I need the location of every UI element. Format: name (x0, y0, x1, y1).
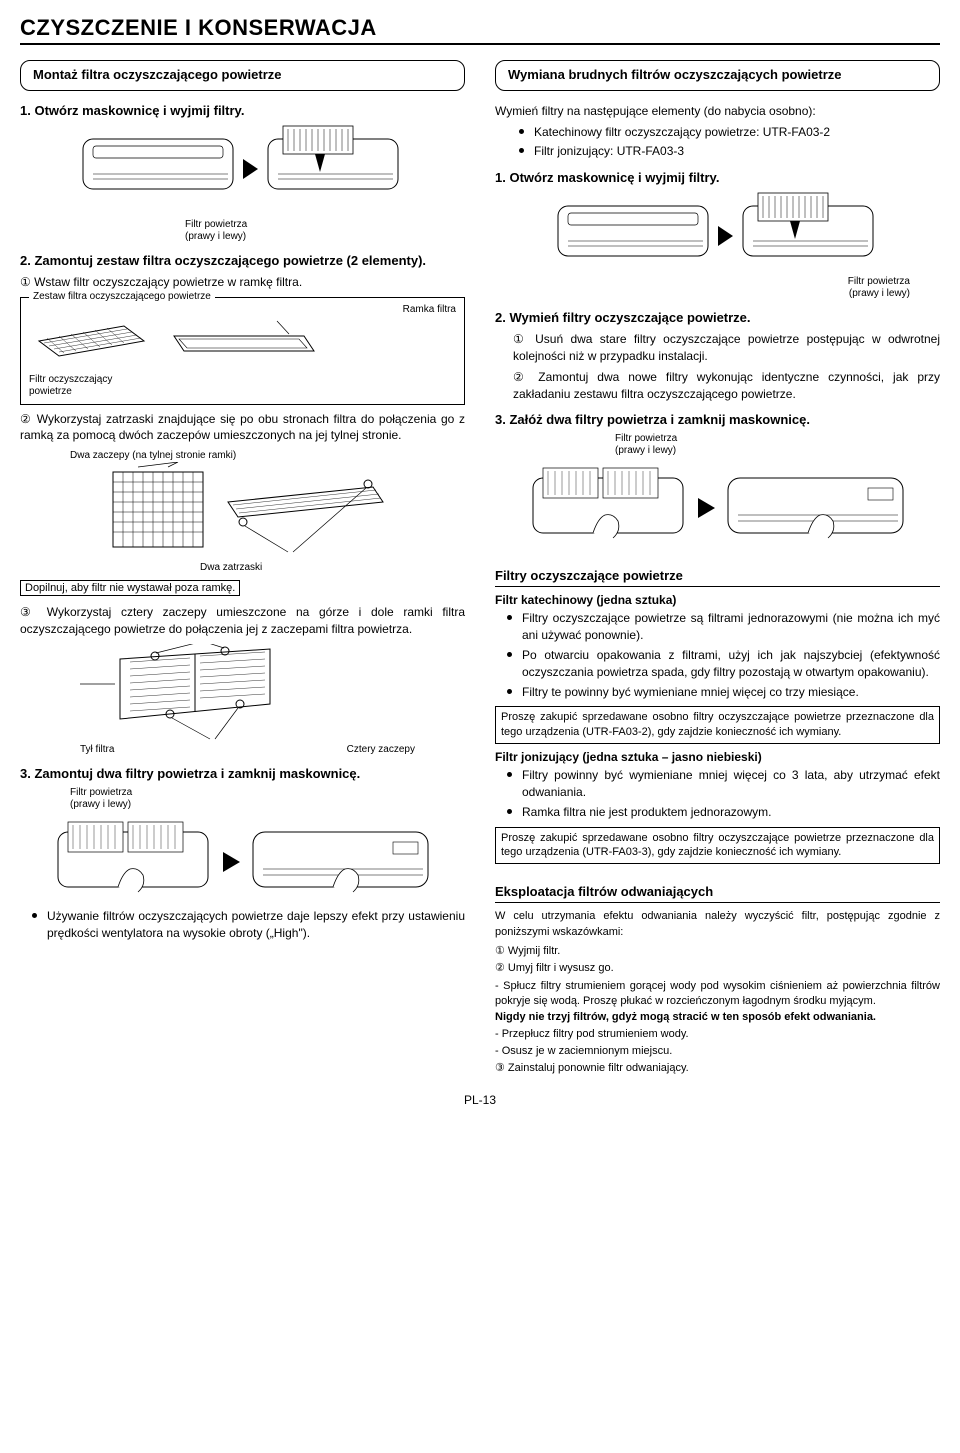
fig-left-install (20, 817, 465, 902)
fieldset-frame-label: Ramka filtra (29, 304, 456, 316)
left-step-2-1: ① Wstaw filtr oczyszczający powietrze w … (20, 274, 465, 291)
fig-left-1: Filtr powietrza (prawy i lewy) (20, 124, 465, 243)
section-box-left: Montaż filtra oczyszczającego powietrze (20, 60, 465, 91)
left-column: Montaż filtra oczyszczającego powietrze … (20, 60, 465, 1078)
s1-frame1: Proszę zakupić sprzedawane osobno filtry… (495, 706, 940, 744)
s2-2d: - Osusz je w zaciemnionym miejscu. (495, 1044, 940, 1059)
section-box-right: Wymiana brudnych filtrów oczyszczających… (495, 60, 940, 91)
fig-right-1: Filtr powietrza (prawy i lewy) (495, 191, 940, 300)
fig-back-label: Tył filtra (80, 744, 114, 756)
right-section1-title: Filtry oczyszczające powietrze (495, 562, 940, 587)
left-warn-box: Dopilnuj, aby filtr nie wystawał poza ra… (20, 580, 240, 596)
right-intro-b2: Filtr jonizujący: UTR-FA03-3 (534, 143, 940, 160)
s1-b4: Filtry powinny być wymieniane mniej więc… (522, 767, 940, 801)
fig-right-3-label: Filtr powietrza (prawy i lewy) (615, 433, 940, 457)
left-step-2: 2. Zamontuj zestaw filtra oczyszczająceg… (20, 253, 465, 268)
s2-2a: - Spłucz filtry strumieniem gorącej wody… (495, 979, 940, 1009)
fig-left-four-hooks: Tył filtra Cztery zaczepy (20, 644, 465, 756)
right-step-2: 2. Wymień filtry oczyszczające powietrze… (495, 310, 940, 325)
fig-hooks-bottom-label: Dwa zatrzaski (200, 562, 465, 574)
left-step-3: 3. Zamontuj dwa filtry powietrza i zamkn… (20, 766, 465, 781)
s1-b2: Po otwarciu opakowania z filtrami, użyj … (522, 647, 940, 681)
s1-b5: Ramka filtra nie jest produktem jednoraz… (522, 804, 940, 821)
right-step-1: 1. Otwórz maskownicę i wyjmij filtry. (495, 170, 940, 185)
left-final-bullet-text: Używanie filtrów oczyszczających powietr… (47, 908, 465, 942)
s1-sub1: Filtr katechinowy (jedna sztuka) (495, 593, 940, 607)
s2-1: ① Wyjmij filtr. (495, 944, 940, 959)
s1-b1: Filtry oczyszczające powietrze są filtra… (522, 610, 940, 644)
right-step-2-2: ② Zamontuj dwa nowe filtry wykonując ide… (513, 369, 940, 403)
s2-2: ② Umyj filtr i wysusz go. (495, 961, 940, 976)
fieldset-legend: Zestaw filtra oczyszczającego powietrze (29, 291, 215, 302)
s1-sub2: Filtr jonizujący (jedna sztuka – jasno n… (495, 750, 940, 764)
s2-2b: Nigdy nie trzyj filtrów, gdyż mogą strac… (495, 1010, 940, 1025)
s1-b3: Filtry te powinny być wymieniane mniej w… (522, 684, 940, 701)
s2-intro: W celu utrzymania efektu odwaniania nale… (495, 909, 940, 940)
s2-2c: - Przepłucz filtry pod strumieniem wody. (495, 1027, 940, 1042)
fig-left-1-label: Filtr powietrza (prawy i lewy) (185, 219, 465, 243)
right-intro: Wymień filtry na następujące elementy (d… (495, 103, 940, 120)
left-step-2-3: ③ Wykorzystaj cztery zaczepy umieszczone… (20, 604, 465, 638)
left-final-bullet: Używanie filtrów oczyszczających powietr… (32, 908, 465, 942)
left-step-1: 1. Otwórz maskownicę i wyjmij filtry. (20, 103, 465, 118)
right-section2-title: Eksploatacja filtrów odwaniających (495, 878, 940, 903)
fig-left-fieldset: Zestaw filtra oczyszczającego powietrze … (20, 297, 465, 405)
fig-left-4-label: Filtr powietrza (prawy i lewy) (70, 787, 465, 811)
fig-hooks-top-label: Dwa zaczepy (na tylnej stronie ramki) (70, 450, 465, 462)
right-intro-b1: Katechinowy filtr oczyszczający powietrz… (534, 124, 940, 141)
fig-left-hooks: Dwa zaczepy (na tylnej stronie ramki) (20, 450, 465, 574)
fig-right-install (495, 463, 940, 548)
right-column: Wymiana brudnych filtrów oczyszczających… (495, 60, 940, 1078)
fig-right-1-label: Filtr powietrza (prawy i lewy) (495, 276, 940, 300)
right-step-3: 3. Załóż dwa filtry powietrza i zamknij … (495, 412, 940, 427)
right-step-2-1: ① Usuń dwa stare filtry oczyszczające po… (513, 331, 940, 365)
left-step-2-2: ② Wykorzystaj zatrzaski znajdujące się p… (20, 411, 465, 445)
fig-four-label: Cztery zaczepy (347, 744, 415, 756)
s1-frame2: Proszę zakupić sprzedawane osobno filtry… (495, 827, 940, 865)
fieldset-filter-label: Filtr oczyszczający powietrze (29, 374, 456, 398)
page-footer: PL-13 (20, 1093, 940, 1107)
page-title: CZYSZCZENIE I KONSERWACJA (20, 15, 940, 45)
s2-3: ③ Zainstaluj ponownie filtr odwaniający. (495, 1061, 940, 1076)
